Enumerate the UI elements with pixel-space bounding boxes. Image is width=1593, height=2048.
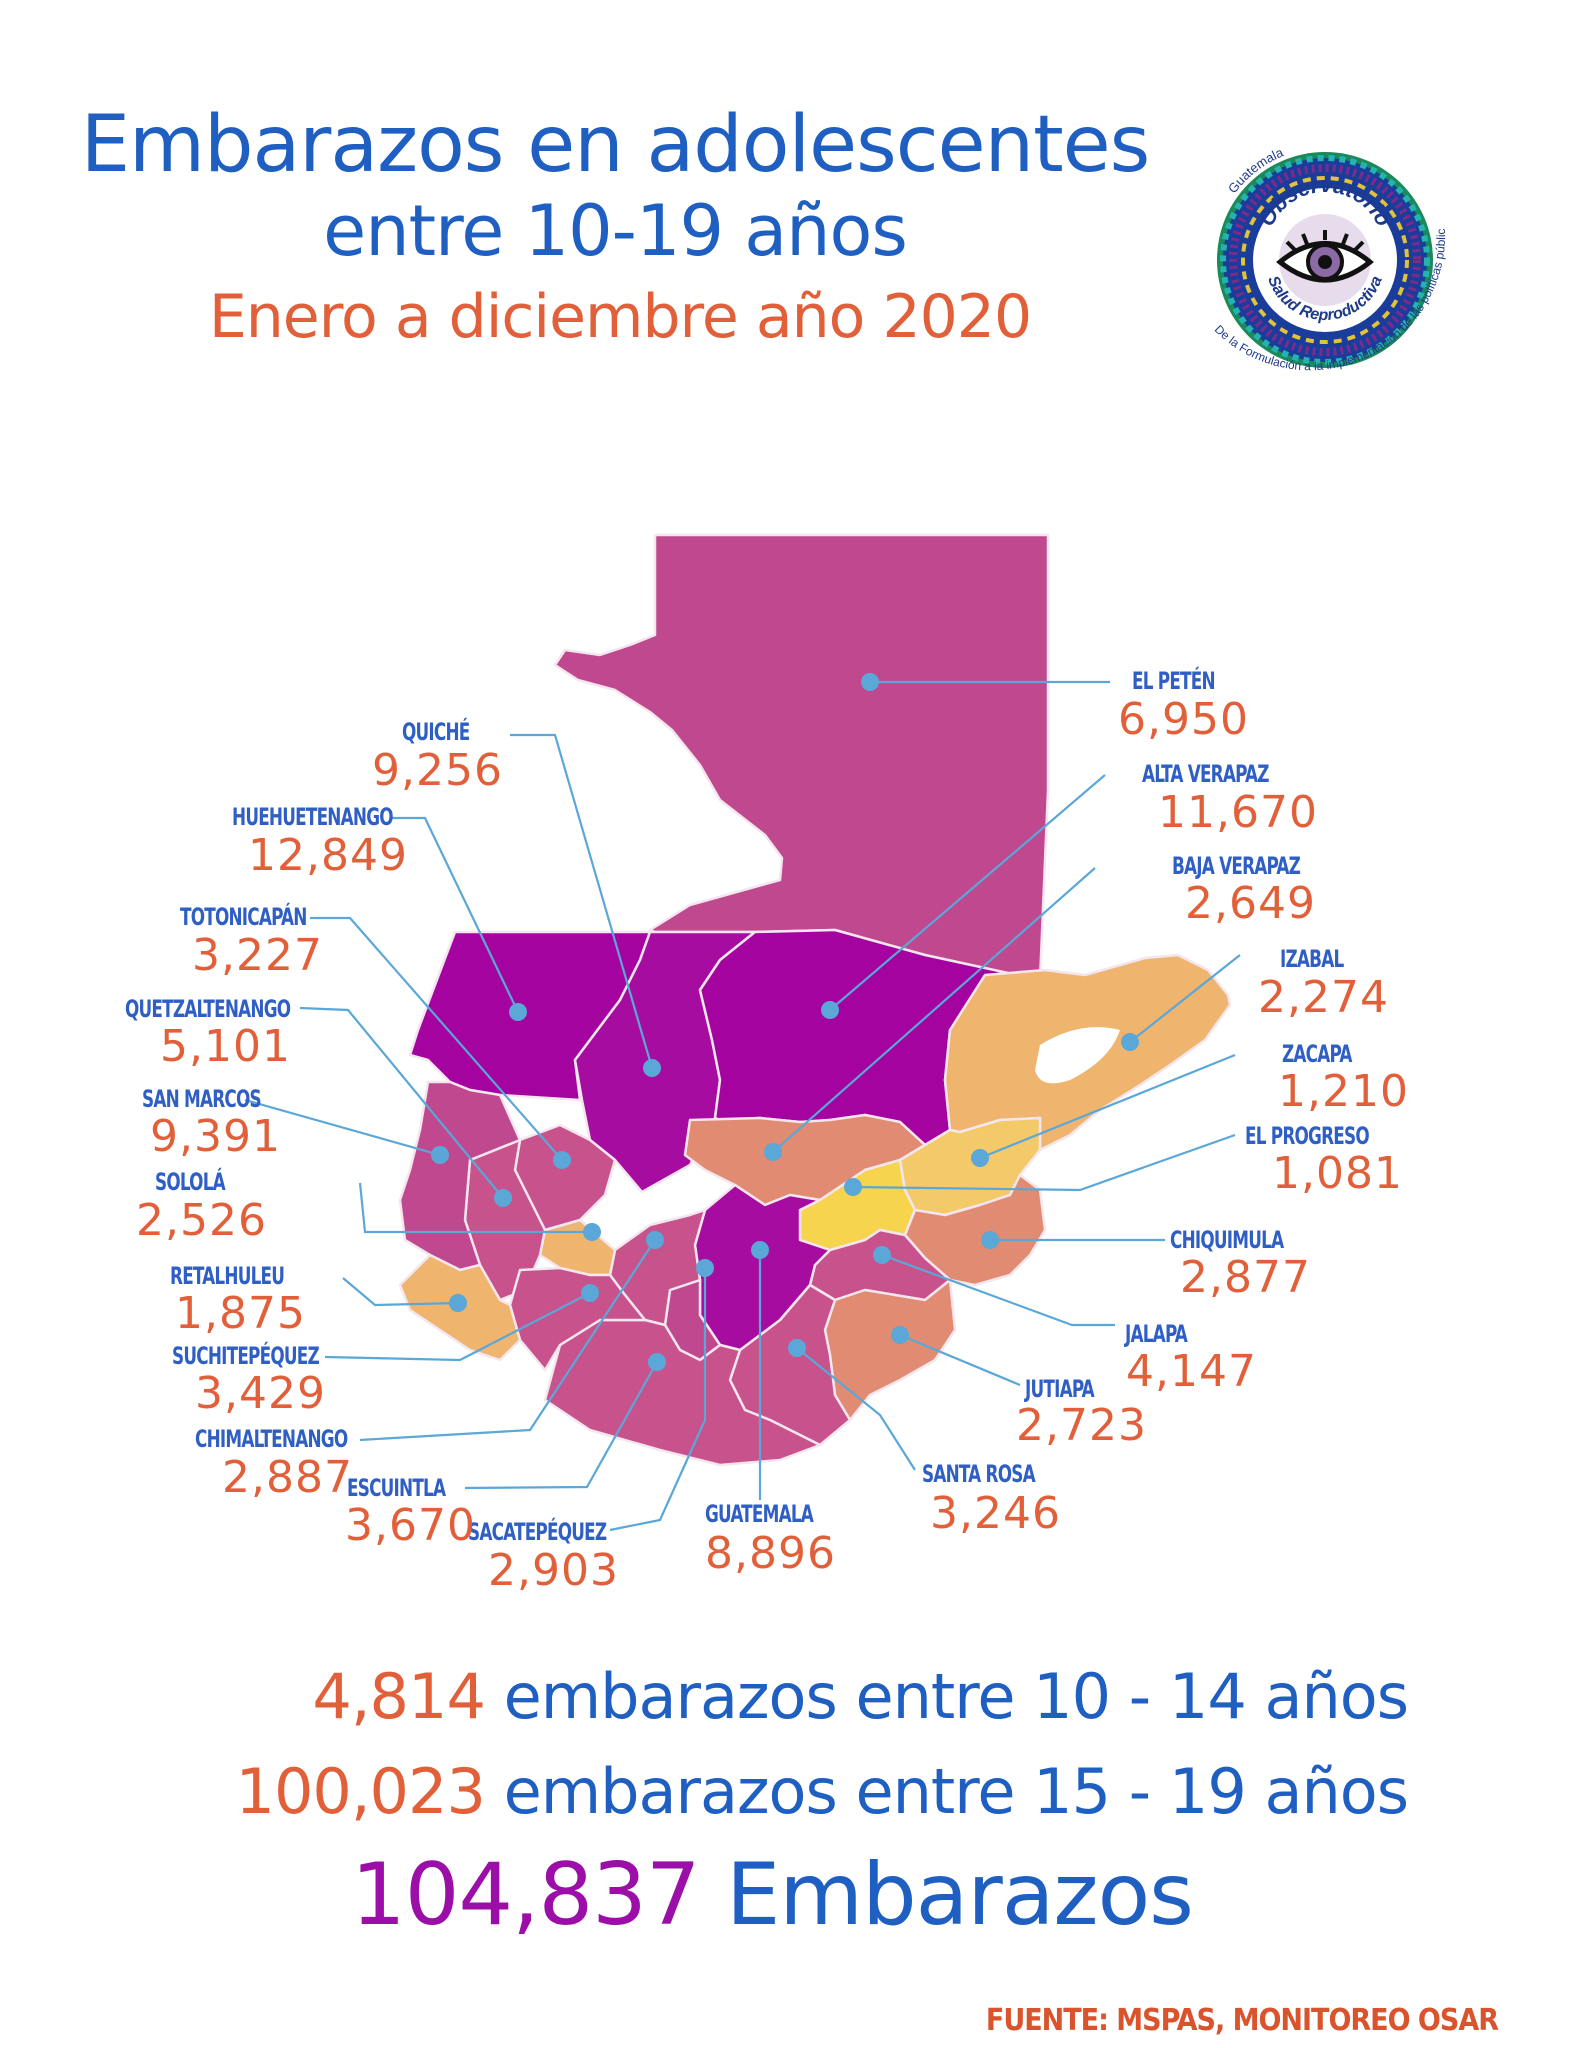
value-jutiapa: 2,723: [1016, 1400, 1147, 1451]
summary-15-19-number: 100,023: [235, 1755, 486, 1828]
label-escuintla: ESCUINTLA: [347, 1474, 446, 1502]
label-alta-verapaz: ALTA VERAPAZ: [1142, 760, 1269, 788]
value-escuintla: 3,670: [345, 1500, 476, 1551]
summary-total-number: 104,837: [350, 1845, 701, 1945]
source-note: FUENTE: MSPAS, MONITOREO OSAR: [985, 2003, 1499, 2038]
value-el-peten: 6,950: [1118, 694, 1249, 745]
region-escuintla: [543, 1318, 822, 1467]
value-chimaltenango: 2,887: [222, 1452, 353, 1503]
label-quetzaltenango: QUETZALTENANGO: [125, 995, 291, 1023]
value-izabal: 2,274: [1258, 972, 1389, 1023]
label-quiche: QUICHÉ: [402, 718, 470, 746]
value-baja-verapaz: 2,649: [1185, 878, 1316, 929]
region-peten: [553, 533, 1050, 982]
department-dots: [431, 673, 1139, 1371]
value-retalhuleu: 1,875: [175, 1288, 306, 1339]
summary-total: 104,837 Embarazos: [350, 1845, 1194, 1945]
label-santa-rosa: SANTA ROSA: [922, 1460, 1036, 1488]
label-sacatepequez: SACATEPÉQUEZ: [468, 1518, 607, 1546]
value-huehuetenango: 12,849: [248, 830, 408, 881]
leader-lines: [244, 680, 1241, 1532]
label-totonicapan: TOTONICAPÁN: [180, 903, 307, 931]
value-quetzaltenango: 5,101: [160, 1021, 291, 1072]
label-chiquimula: CHIQUIMULA: [1170, 1226, 1284, 1254]
value-sacatepequez: 2,903: [488, 1545, 619, 1596]
label-zacapa: ZACAPA: [1282, 1040, 1352, 1068]
summary-15-19-text: embarazos entre 15 - 19 años: [484, 1755, 1409, 1828]
label-chimaltenango: CHIMALTENANGO: [195, 1425, 348, 1453]
label-suchitepequez: SUCHITEPÉQUEZ: [172, 1342, 320, 1370]
value-san-marcos: 9,391: [150, 1111, 281, 1162]
summary-10-14-text: embarazos entre 10 - 14 años: [484, 1660, 1409, 1733]
label-san-marcos: SAN MARCOS: [142, 1085, 262, 1113]
observatorio-logo: Observatorio Salud Reproductiva Guatemal…: [1175, 110, 1448, 373]
summary-10-14: 4,814 embarazos entre 10 - 14 años: [312, 1660, 1409, 1733]
title-line-2: entre 10-19 años: [323, 190, 908, 272]
value-quiche: 9,256: [372, 745, 503, 796]
lake-izabal: [1035, 1027, 1120, 1084]
label-el-peten: EL PETÉN: [1132, 667, 1216, 695]
value-totonicapan: 3,227: [192, 930, 323, 981]
summary-10-14-number: 4,814: [312, 1660, 485, 1733]
title-line-1: Embarazos en adolescentes: [80, 100, 1151, 190]
value-guatemala: 8,896: [705, 1528, 836, 1579]
label-baja-verapaz: BAJA VERAPAZ: [1172, 852, 1301, 880]
label-izabal: IZABAL: [1280, 945, 1344, 973]
value-alta-verapaz: 11,670: [1158, 787, 1318, 838]
label-el-progreso: EL PROGRESO: [1245, 1122, 1370, 1150]
value-el-progreso: 1,081: [1272, 1148, 1403, 1199]
subtitle: Enero a diciembre año 2020: [208, 282, 1032, 352]
value-solola: 2,526: [136, 1195, 267, 1246]
label-jalapa: JALAPA: [1125, 1320, 1188, 1348]
label-guatemala: GUATEMALA: [705, 1500, 814, 1528]
label-huehuetenango: HUEHUETENANGO: [232, 803, 394, 831]
summary-total-text: Embarazos: [699, 1845, 1194, 1945]
value-suchitepequez: 3,429: [195, 1368, 326, 1419]
value-zacapa: 1,210: [1278, 1066, 1409, 1117]
value-jalapa: 4,147: [1126, 1346, 1257, 1397]
summary-15-19: 100,023 embarazos entre 15 - 19 años: [235, 1755, 1410, 1828]
value-chiquimula: 2,877: [1180, 1252, 1311, 1303]
label-retalhuleu: RETALHULEU: [170, 1262, 285, 1290]
value-santa-rosa: 3,246: [930, 1488, 1061, 1539]
label-jutiapa: JUTIAPA: [1025, 1375, 1095, 1403]
label-solola: SOLOLÁ: [155, 1168, 226, 1196]
eye-icon: [1276, 230, 1374, 283]
